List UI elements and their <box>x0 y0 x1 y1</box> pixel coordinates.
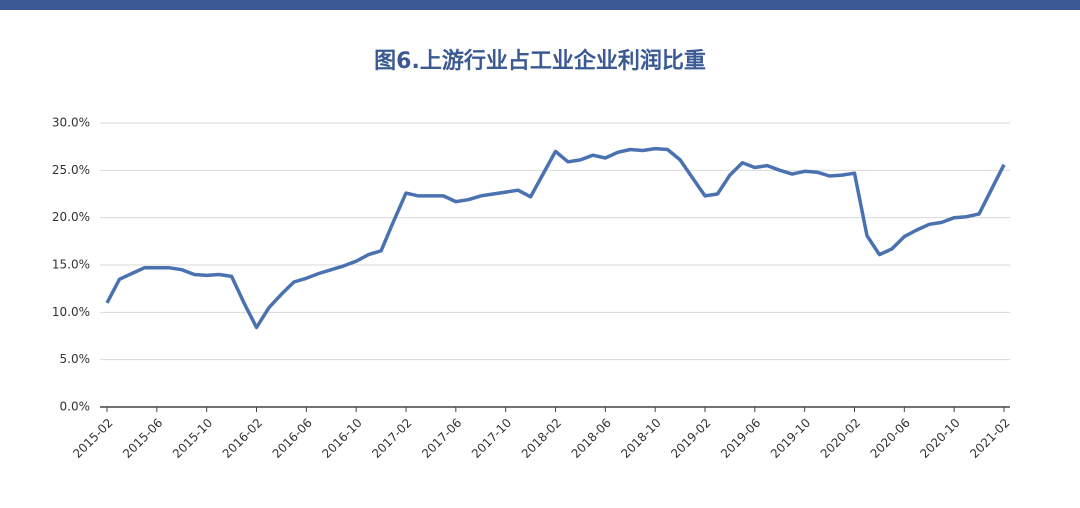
x-tick-label: 2015-10 <box>170 416 215 461</box>
x-tick-label: 2015-06 <box>120 416 165 461</box>
x-tick-label: 2016-02 <box>220 416 265 461</box>
x-tick-label: 2016-06 <box>270 416 315 461</box>
y-tick-label: 10.0% <box>52 305 90 319</box>
y-tick-label: 25.0% <box>52 163 90 177</box>
y-tick-label: 20.0% <box>52 210 90 224</box>
y-tick-label: 0.0% <box>60 400 91 414</box>
data-line <box>105 146 1006 330</box>
y-tick-label: 30.0% <box>52 116 90 130</box>
x-tick-label: 2015-02 <box>70 416 115 461</box>
x-tick-label: 2019-06 <box>718 416 763 461</box>
x-tick-label: 2019-02 <box>668 416 713 461</box>
x-tick-label: 2020-10 <box>917 416 962 461</box>
chart-title: 图6.上游行业占工业企业利润比重 <box>374 48 706 74</box>
y-tick-label: 5.0% <box>60 352 91 366</box>
x-tick-label: 2017-06 <box>419 416 464 461</box>
x-tick-label: 2020-06 <box>868 416 913 461</box>
x-tick-label: 2017-02 <box>369 416 414 461</box>
x-tick-label: 2018-02 <box>519 416 564 461</box>
x-tick-label: 2019-10 <box>768 416 813 461</box>
top-bar <box>0 0 1080 10</box>
x-tick-label: 2017-10 <box>469 416 514 461</box>
x-tick-label: 2016-10 <box>319 416 364 461</box>
x-tick-label: 2018-10 <box>618 416 663 461</box>
x-tick-label: 2021-02 <box>967 416 1012 461</box>
x-tick-label: 2020-02 <box>818 416 863 461</box>
y-tick-label: 15.0% <box>52 258 90 272</box>
x-tick-label: 2018-06 <box>569 416 614 461</box>
